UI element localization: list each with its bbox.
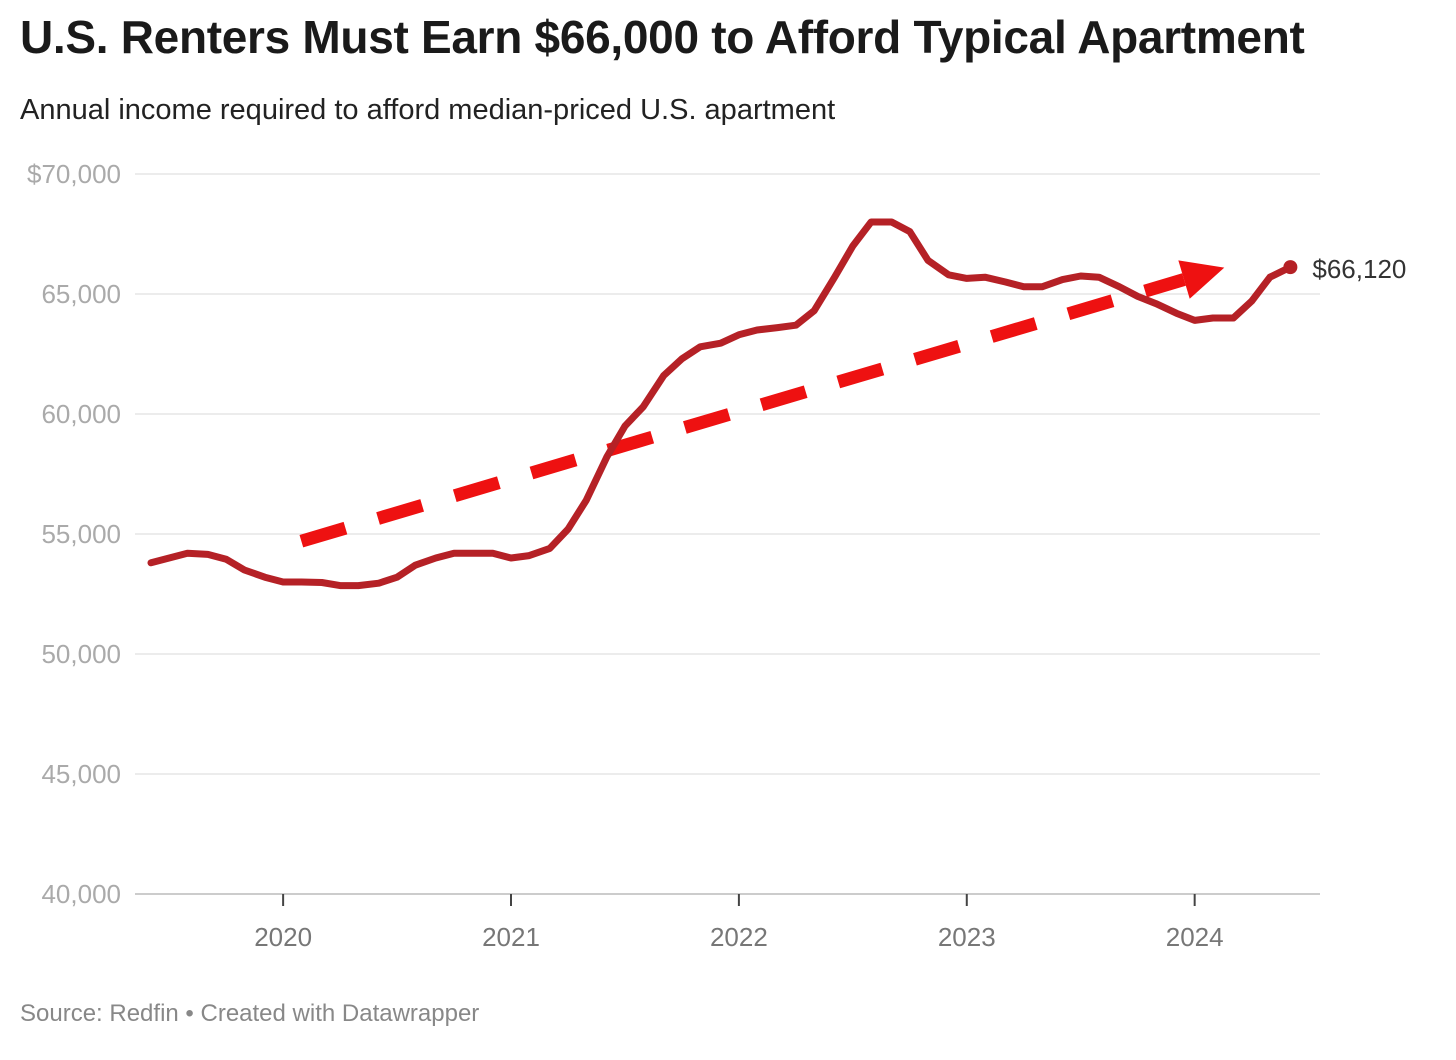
x-tick-label: 2021 [482, 922, 540, 952]
end-value-label: $66,120 [1312, 254, 1406, 284]
chart-source: Source: Redfin • Created with Datawrappe… [20, 1000, 480, 1027]
trend-arrow-shaft [299, 273, 1186, 548]
x-tick-label: 2023 [938, 922, 996, 952]
y-tick-label: 45,000 [41, 759, 121, 789]
y-tick-label: 55,000 [41, 519, 121, 549]
y-tick-label: 60,000 [41, 399, 121, 429]
y-tick-label: 40,000 [41, 879, 121, 909]
trend-arrow-head [1178, 260, 1225, 299]
x-tick-label: 2024 [1166, 922, 1224, 952]
y-tick-label: 65,000 [41, 279, 121, 309]
y-tick-label: 50,000 [41, 639, 121, 669]
chart-title: U.S. Renters Must Earn $66,000 to Afford… [20, 11, 1305, 63]
end-point-marker [1283, 260, 1298, 275]
data-line [147, 218, 1294, 590]
x-tick-label: 2022 [710, 922, 768, 952]
chart-subtitle: Annual income required to afford median-… [20, 94, 836, 126]
y-tick-label: $70,000 [27, 159, 121, 189]
x-tick-label: 2020 [254, 922, 312, 952]
